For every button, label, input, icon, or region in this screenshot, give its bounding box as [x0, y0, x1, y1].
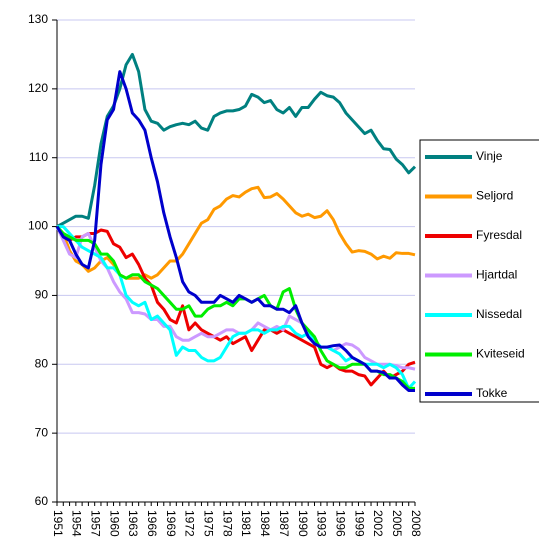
- legend-label: Vinje: [476, 149, 503, 163]
- y-tick-label: 110: [29, 150, 48, 164]
- x-tick-label: 1978: [220, 510, 234, 537]
- legend-label: Hjartdal: [476, 268, 517, 282]
- y-tick-label: 130: [28, 12, 48, 26]
- x-tick-label: 1996: [333, 510, 347, 537]
- x-tick-label: 1975: [202, 510, 216, 537]
- legend-label: Tokke: [476, 386, 508, 400]
- legend-box: [419, 139, 539, 403]
- x-tick-label: 1993: [315, 510, 329, 537]
- x-tick-label: 1999: [352, 510, 366, 537]
- x-tick-label: 1957: [89, 510, 103, 537]
- x-tick-label: 2008: [409, 510, 423, 537]
- x-tick-label: 1984: [258, 510, 272, 537]
- y-tick-label: 60: [35, 494, 49, 508]
- x-tick-label: 1951: [51, 510, 65, 537]
- x-tick-label: 1963: [126, 510, 140, 537]
- x-tick-label: 1960: [107, 510, 121, 537]
- series-line: [55, 225, 416, 371]
- x-tick-label: 1990: [296, 510, 310, 537]
- series-line: [56, 52, 417, 228]
- legend-label: Seljord: [476, 189, 513, 203]
- x-tick-label: 2005: [390, 510, 404, 537]
- y-tick-label: 70: [35, 425, 49, 439]
- y-tick-label: 100: [28, 219, 48, 233]
- legend-label: Fyresdal: [476, 228, 522, 242]
- y-tick-label: 120: [28, 81, 48, 95]
- x-tick-label: 1987: [277, 510, 291, 537]
- x-tick-label: 1972: [183, 510, 197, 537]
- x-tick-label: 2002: [371, 510, 385, 537]
- x-tick-label: 1969: [164, 510, 178, 537]
- legend-label: Nissedal: [476, 307, 522, 321]
- series-line: [55, 185, 416, 280]
- y-tick-label: 90: [35, 288, 49, 302]
- series-line: [55, 225, 415, 390]
- y-tick-label: 80: [35, 356, 49, 370]
- x-tick-label: 1981: [239, 510, 253, 537]
- x-tick-label: 1954: [70, 510, 84, 537]
- series-line: [55, 70, 415, 392]
- series-line: [55, 225, 416, 387]
- x-tick-label: 1966: [145, 510, 159, 537]
- legend-label: Kviteseid: [476, 347, 525, 361]
